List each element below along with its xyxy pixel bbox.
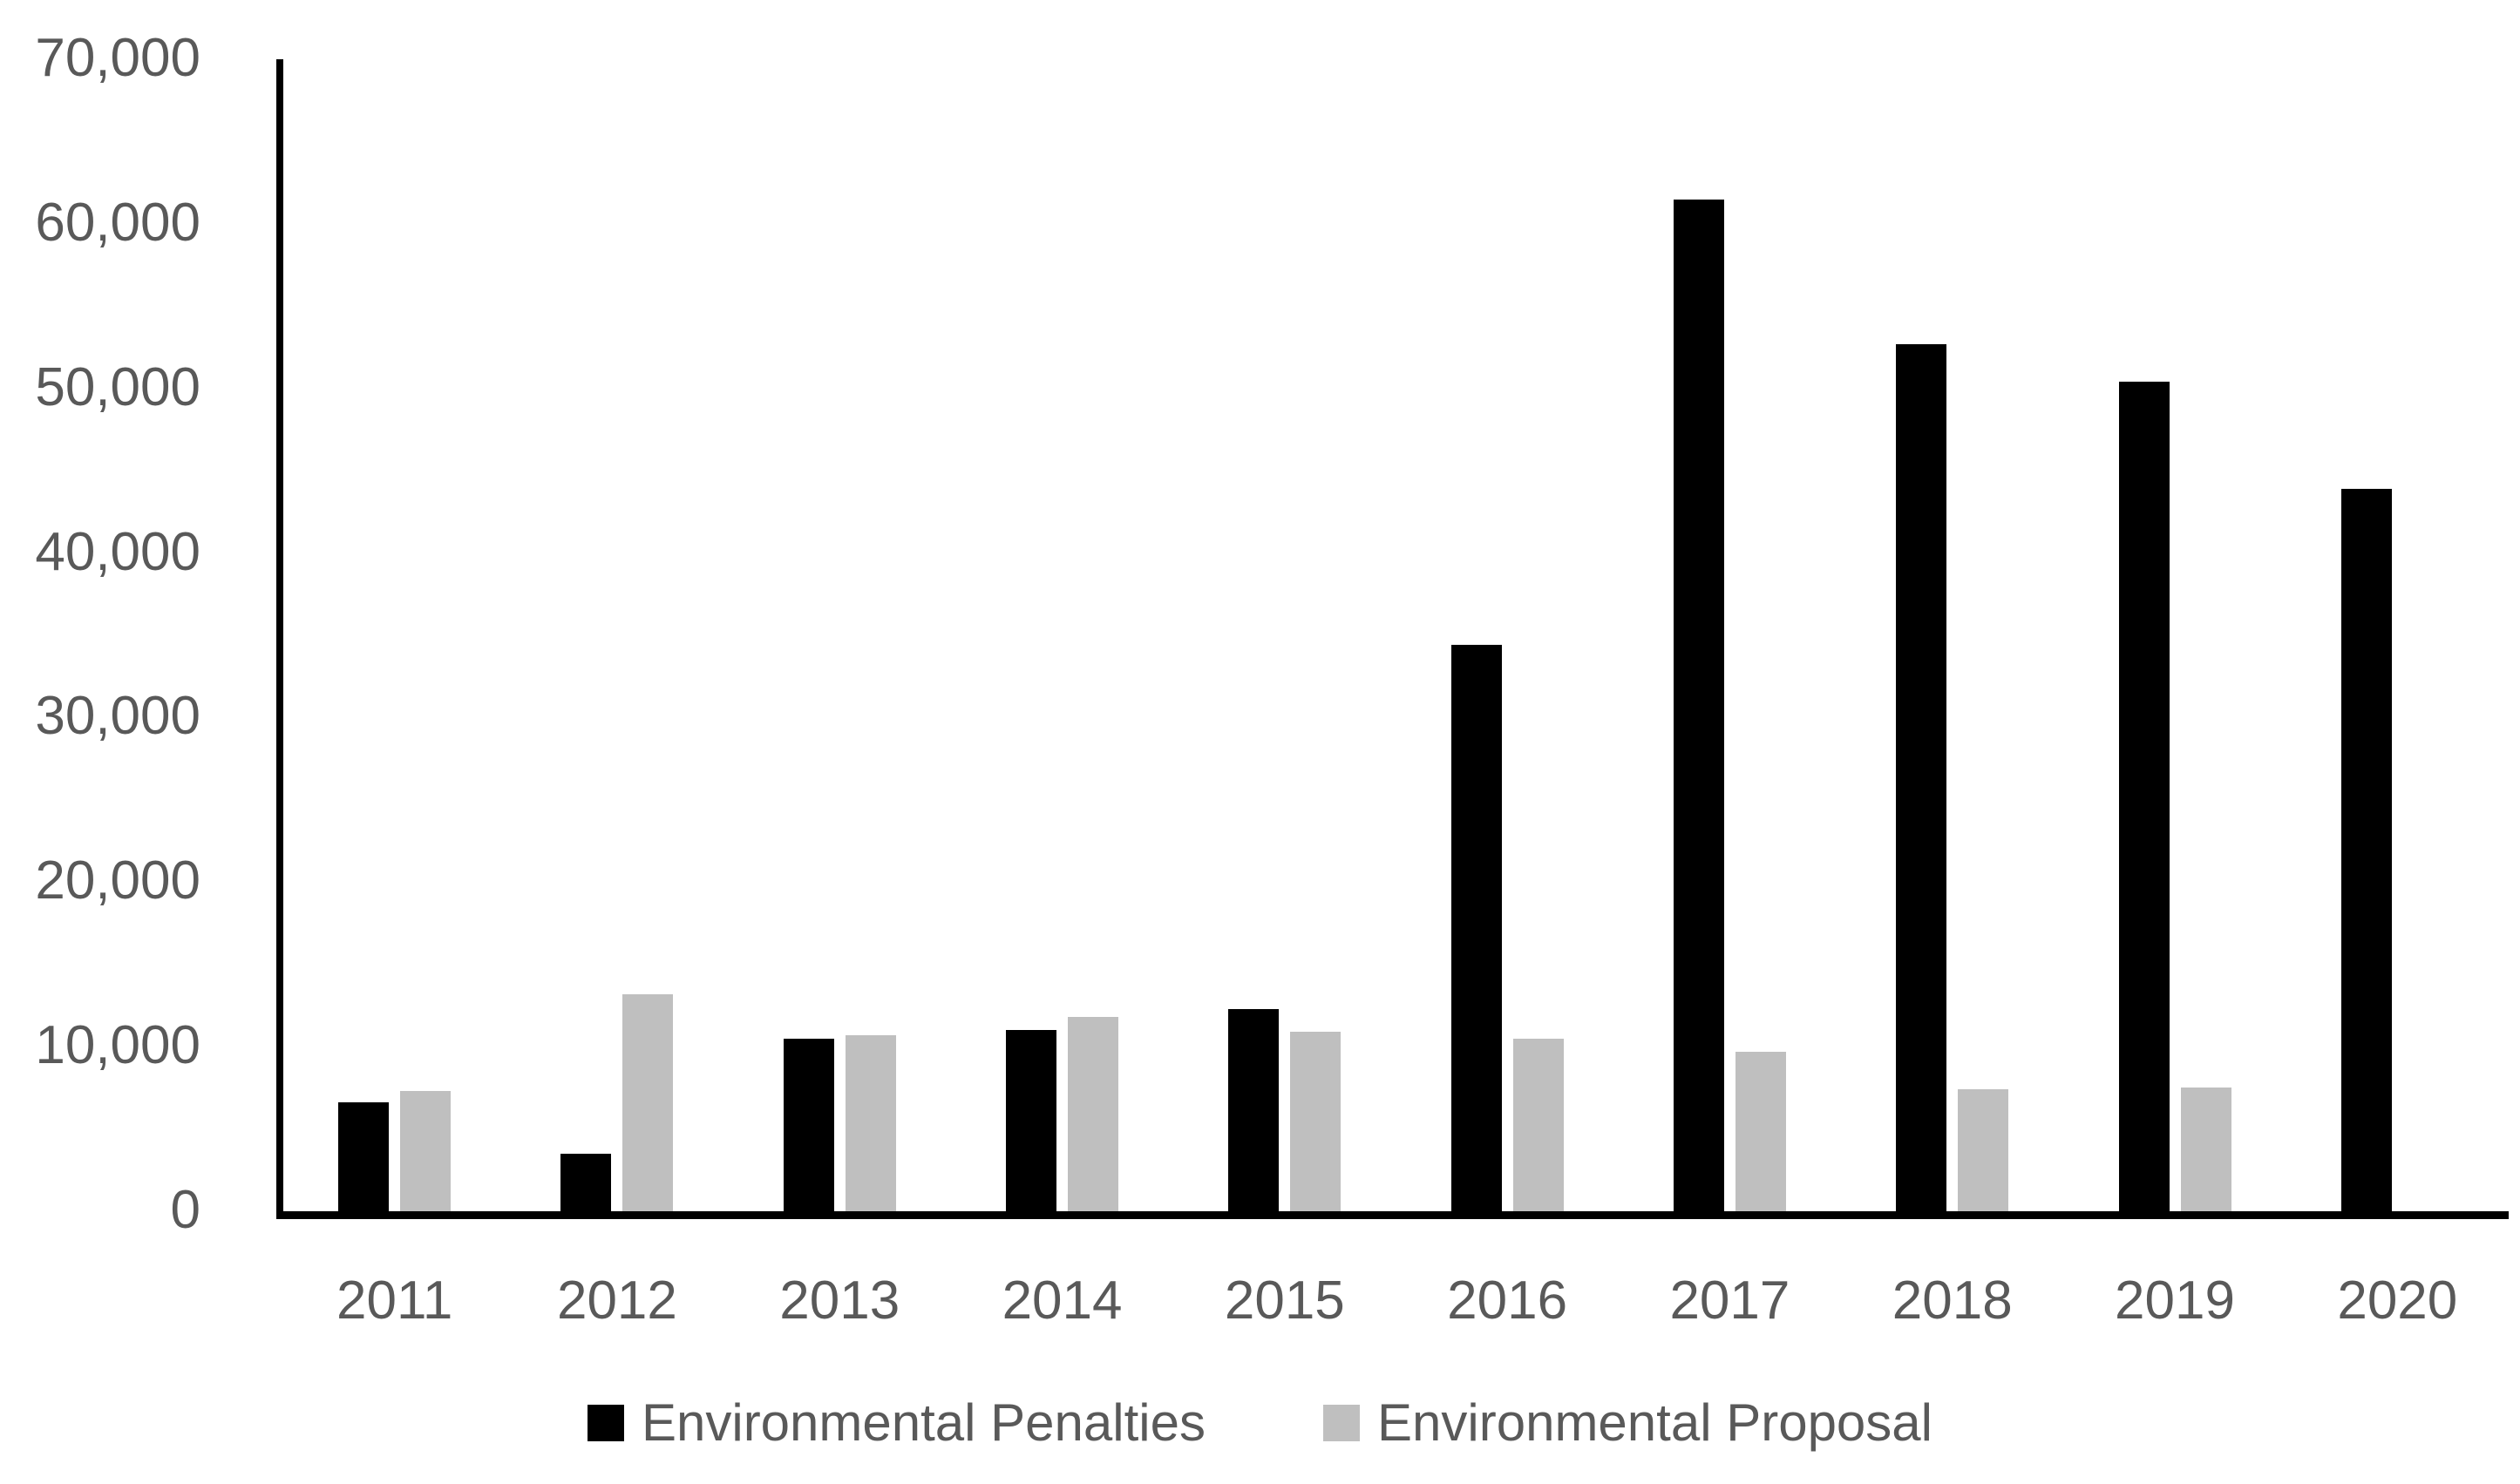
bar-proposal-2015 (1290, 1032, 1342, 1211)
y-tick-label-50000: 50,000 (35, 356, 200, 417)
bar-penalties-2014 (1006, 1030, 1057, 1211)
y-tick-label-0: 0 (170, 1180, 200, 1241)
category-group-2020 (2286, 59, 2509, 1211)
category-group-2019 (2063, 59, 2286, 1211)
x-tick-label-2017: 2017 (1669, 1271, 1790, 1331)
category-group-2017 (1619, 59, 1841, 1211)
y-tick-label-20000: 20,000 (35, 850, 200, 911)
bar-penalties-2015 (1228, 1008, 1280, 1211)
y-axis-tick-labels: 70,000 60,000 50,000 40,000 30,000 20,000 10,0… (0, 0, 200, 1484)
bar-proposal-2019 (2180, 1088, 2231, 1211)
plot-area (283, 59, 2509, 1211)
bar-penalties-2011 (338, 1102, 390, 1211)
y-axis-line (276, 59, 283, 1219)
category-group-2014 (951, 59, 1173, 1211)
bar-proposal-2018 (1958, 1089, 2009, 1211)
bar-penalties-2019 (2118, 382, 2170, 1211)
x-tick-label-2013: 2013 (779, 1271, 900, 1331)
x-tick-label-2012: 2012 (556, 1271, 677, 1331)
y-tick-label-70000: 70,000 (35, 28, 200, 89)
bar-proposal-2014 (1068, 1017, 1119, 1211)
x-tick-label-2015: 2015 (1224, 1271, 1345, 1331)
category-group-2018 (1841, 59, 2063, 1211)
legend: Environmental Penalties Environmental Pr… (0, 1393, 2520, 1453)
x-tick-label-2016: 2016 (1447, 1271, 1568, 1331)
legend-label-proposal: Environmental Proposal (1377, 1393, 1933, 1452)
bar-proposal-2013 (845, 1034, 896, 1211)
legend-item-penalties: Environmental Penalties (587, 1393, 1206, 1453)
x-tick-label-2018: 2018 (1892, 1271, 2013, 1331)
bar-proposal-2011 (400, 1091, 452, 1211)
bar-penalties-2016 (1450, 645, 1502, 1211)
category-group-2015 (1173, 59, 1396, 1211)
bar-proposal-2016 (1512, 1038, 1564, 1211)
y-tick-label-30000: 30,000 (35, 686, 200, 747)
bar-penalties-2012 (560, 1153, 612, 1211)
category-group-2012 (506, 59, 728, 1211)
bar-penalties-2020 (2340, 488, 2392, 1211)
legend-item-proposal: Environmental Proposal (1323, 1393, 1932, 1453)
bar-penalties-2017 (1673, 199, 1724, 1211)
x-axis-line (276, 1211, 2509, 1219)
category-group-2016 (1396, 59, 1618, 1211)
y-tick-label-40000: 40,000 (35, 521, 200, 582)
x-tick-label-2019: 2019 (2115, 1271, 2235, 1331)
x-tick-label-2020: 2020 (2337, 1271, 2458, 1331)
category-group-2011 (283, 59, 506, 1211)
category-group-2013 (729, 59, 951, 1211)
legend-label-penalties: Environmental Penalties (641, 1393, 1206, 1452)
x-axis-tick-labels: 2011 2012 2013 2014 2015 2016 2017 2018 2019 2020 (283, 1262, 2509, 1340)
y-tick-label-60000: 60,000 (35, 192, 200, 253)
bar-proposal-2012 (622, 993, 674, 1211)
bar-penalties-2018 (1896, 343, 1947, 1211)
y-tick-label-10000: 10,000 (35, 1015, 200, 1076)
x-tick-label-2014: 2014 (1002, 1271, 1123, 1331)
legend-swatch-proposal-icon (1323, 1404, 1360, 1441)
bar-proposal-2017 (1735, 1051, 1786, 1211)
x-tick-label-2011: 2011 (336, 1271, 453, 1331)
legend-swatch-penalties-icon (587, 1404, 624, 1441)
bar-penalties-2013 (783, 1038, 834, 1211)
